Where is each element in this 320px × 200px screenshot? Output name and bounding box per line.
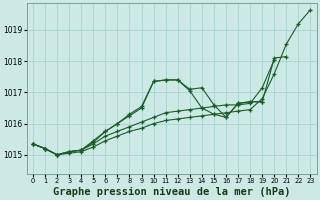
- X-axis label: Graphe pression niveau de la mer (hPa): Graphe pression niveau de la mer (hPa): [53, 186, 291, 197]
